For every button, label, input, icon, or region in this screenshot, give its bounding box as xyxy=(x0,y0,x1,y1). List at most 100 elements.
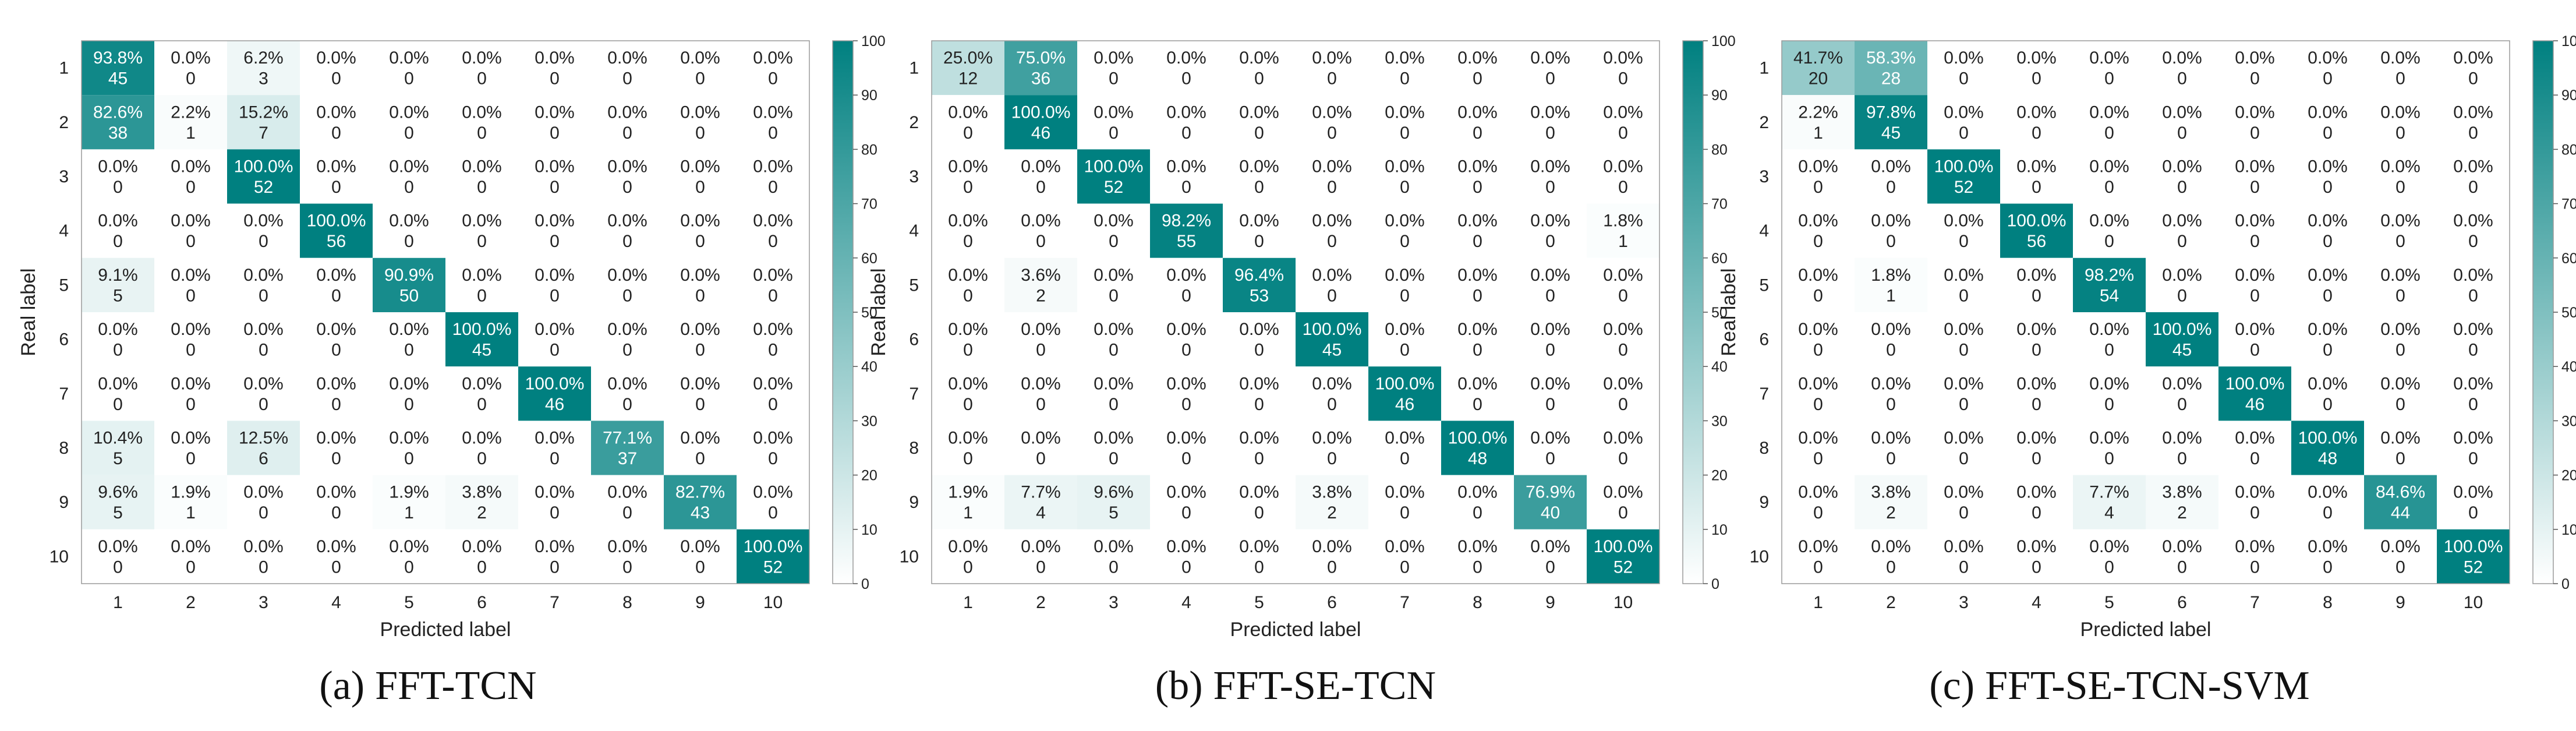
matrix-cell xyxy=(1855,475,1927,529)
cell-percent: 0.0% xyxy=(1166,157,1206,176)
matrix-cell xyxy=(1077,41,1150,96)
cell-percent: 0.0% xyxy=(1944,211,1983,231)
matrix-cell xyxy=(2364,149,2437,204)
matrix-cell xyxy=(1223,95,1296,150)
cell-count: 45 xyxy=(108,69,128,89)
cell-percent: 90.9% xyxy=(384,266,434,285)
cell-count: 0 xyxy=(2395,232,2405,251)
matrix-cell xyxy=(1441,95,1514,150)
cell-percent: 0.0% xyxy=(607,483,647,502)
cell-percent: 0.0% xyxy=(316,157,356,176)
matrix-cell xyxy=(737,475,809,529)
cell-percent: 100.0% xyxy=(2007,211,2067,231)
cell-count: 0 xyxy=(1181,449,1191,468)
colorbar-tick-label: 30 xyxy=(1711,413,1728,429)
cell-count: 0 xyxy=(113,232,123,251)
cell-count: 0 xyxy=(2032,178,2041,197)
matrix-cell xyxy=(227,366,300,421)
cell-count: 0 xyxy=(1618,286,1628,305)
y-tick-label: 7 xyxy=(909,384,919,404)
cell-percent: 0.0% xyxy=(1944,320,1983,339)
x-tick-label: 3 xyxy=(1959,593,1969,612)
cell-count: 0 xyxy=(1545,232,1555,251)
cell-count: 0 xyxy=(1959,69,1969,89)
matrix-cell xyxy=(2218,203,2291,258)
matrix-cell xyxy=(445,421,518,475)
cell-percent: 0.0% xyxy=(2308,211,2347,231)
matrix-cell xyxy=(227,312,300,367)
matrix-cell xyxy=(2000,312,2073,367)
cell-count: 0 xyxy=(2250,69,2260,89)
cell-count: 0 xyxy=(1181,503,1191,522)
matrix-cell xyxy=(2146,366,2218,421)
cell-percent: 0.0% xyxy=(316,266,356,285)
cell-count: 0 xyxy=(622,123,632,143)
cell-count: 0 xyxy=(1109,286,1119,305)
cell-percent: 0.0% xyxy=(948,157,988,176)
cell-percent: 0.0% xyxy=(1457,374,1497,393)
cell-percent: 0.0% xyxy=(1457,483,1497,502)
matrix-cell xyxy=(1927,257,2000,312)
matrix-cell xyxy=(1514,257,1587,312)
y-tick-label: 1 xyxy=(909,59,919,78)
cell-count: 0 xyxy=(768,123,778,143)
cell-percent: 0.0% xyxy=(1094,320,1133,339)
matrix-cell xyxy=(1077,529,1150,584)
cell-count: 0 xyxy=(1327,449,1337,468)
matrix-cell xyxy=(1368,203,1441,258)
matrix-cell xyxy=(664,475,737,529)
cell-percent: 0.0% xyxy=(243,320,283,339)
cell-count: 0 xyxy=(1400,286,1410,305)
cell-percent: 0.0% xyxy=(1798,266,1838,285)
cell-percent: 0.0% xyxy=(1798,483,1838,502)
matrix-cell xyxy=(591,529,664,584)
cell-count: 0 xyxy=(1181,557,1191,577)
colorbar xyxy=(2532,40,2554,584)
matrix-cell xyxy=(1296,529,1368,584)
cell-percent: 3.8% xyxy=(2162,483,2202,502)
matrix-cell xyxy=(1223,529,1296,584)
cell-percent: 0.0% xyxy=(1944,537,1983,556)
matrix-cell xyxy=(518,475,591,529)
cell-count: 46 xyxy=(2245,395,2264,414)
matrix-cell xyxy=(445,257,518,312)
cell-percent: 0.0% xyxy=(1871,320,1910,339)
cell-percent: 0.0% xyxy=(1603,374,1643,393)
cell-count: 0 xyxy=(550,232,560,251)
matrix-cell xyxy=(591,203,664,258)
cell-percent: 0.0% xyxy=(1457,320,1497,339)
cell-count: 0 xyxy=(1109,232,1119,251)
cell-count: 0 xyxy=(1813,395,1823,414)
cell-percent: 0.0% xyxy=(1798,429,1838,448)
matrix-cell xyxy=(1004,366,1077,421)
cell-percent: 0.0% xyxy=(389,157,429,176)
cell-percent: 0.0% xyxy=(680,537,720,556)
colorbar-tick-label: 20 xyxy=(2561,468,2576,484)
cell-count: 0 xyxy=(2395,395,2405,414)
cell-count: 0 xyxy=(1254,557,1264,577)
matrix-cell xyxy=(1223,203,1296,258)
matrix-cell xyxy=(591,421,664,475)
cell-percent: 0.0% xyxy=(1457,537,1497,556)
cell-percent: 0.0% xyxy=(1166,429,1206,448)
cell-count: 0 xyxy=(113,395,123,414)
matrix-cell xyxy=(2218,312,2291,367)
cell-percent: 0.0% xyxy=(1798,374,1838,393)
matrix-cell xyxy=(1514,529,1587,584)
cell-count: 0 xyxy=(622,341,632,360)
cell-percent: 0.0% xyxy=(316,320,356,339)
cell-percent: 0.0% xyxy=(753,374,792,393)
y-tick-label: 2 xyxy=(1759,113,1769,132)
x-tick-label: 1 xyxy=(113,593,123,612)
matrix-cell xyxy=(737,41,809,96)
cell-count: 0 xyxy=(331,286,341,305)
cell-count: 0 xyxy=(2032,395,2041,414)
matrix-cell xyxy=(373,421,445,475)
matrix-cell xyxy=(373,366,445,421)
matrix-cell xyxy=(154,475,227,529)
matrix-cell xyxy=(1587,203,1659,258)
matrix-cell xyxy=(1782,149,1855,204)
cell-count: 2 xyxy=(1327,503,1337,522)
matrix-cell xyxy=(373,257,445,312)
cell-count: 0 xyxy=(331,503,341,522)
